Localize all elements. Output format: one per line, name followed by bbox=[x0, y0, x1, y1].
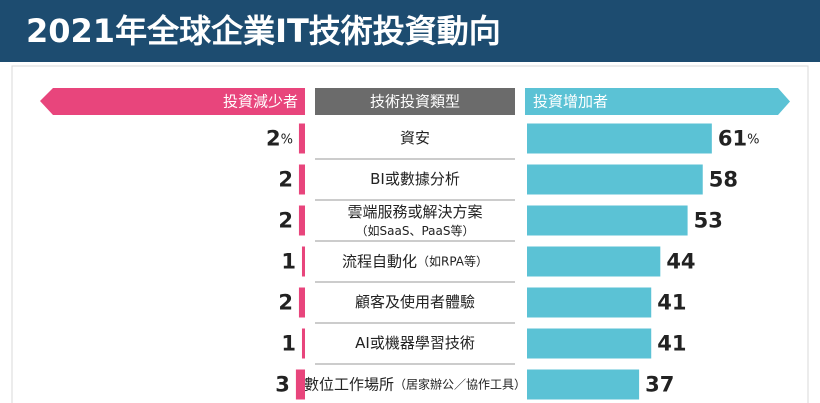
bar-increase bbox=[527, 328, 652, 359]
bar-decrease bbox=[298, 287, 305, 318]
bar-increase bbox=[527, 164, 703, 195]
value-label-right: 61% bbox=[718, 127, 760, 151]
category-name: 流程自動化 bbox=[342, 252, 417, 270]
category-note: （居家辦公／協作工具） bbox=[394, 376, 526, 391]
value-label-left: 2 bbox=[278, 209, 293, 233]
bar-decrease bbox=[298, 123, 305, 154]
value-label-right: 37 bbox=[645, 373, 674, 397]
category-note: （如RPA等） bbox=[417, 253, 488, 268]
right-header bbox=[525, 88, 790, 115]
legend-right: 投資增加者 bbox=[533, 93, 608, 111]
value-number: 2 bbox=[266, 127, 281, 151]
title-banner bbox=[0, 0, 820, 62]
value-suffix: % bbox=[747, 132, 759, 147]
bar-increase bbox=[527, 369, 640, 400]
bar-decrease bbox=[295, 369, 305, 400]
value-label-left: 2 bbox=[278, 291, 293, 315]
category-label: 流程自動化（如RPA等） bbox=[342, 252, 488, 270]
value-label-left: 3 bbox=[275, 373, 290, 397]
category-name: 數位工作場所 bbox=[304, 375, 394, 393]
bar-decrease bbox=[301, 328, 305, 359]
value-label-left: 2% bbox=[266, 127, 293, 151]
category-label: AI或機器學習技術 bbox=[355, 334, 475, 352]
bar-decrease bbox=[298, 205, 305, 236]
bar-increase bbox=[527, 205, 688, 236]
bar-increase bbox=[527, 287, 652, 318]
value-number: 61 bbox=[718, 127, 747, 151]
bar-increase bbox=[527, 123, 712, 154]
value-label-right: 53 bbox=[694, 209, 723, 233]
value-label-left: 2 bbox=[278, 168, 293, 192]
value-label-left: 1 bbox=[281, 332, 296, 356]
category-label: 數位工作場所（居家辦公／協作工具） bbox=[304, 375, 526, 393]
value-label-left: 1 bbox=[281, 250, 296, 274]
value-label-right: 58 bbox=[709, 168, 738, 192]
value-label-right: 41 bbox=[657, 291, 686, 315]
bar-increase bbox=[527, 246, 661, 277]
category-label: 雲端服務或解決方案 bbox=[347, 203, 482, 221]
center-header bbox=[315, 88, 515, 115]
bar-decrease bbox=[301, 246, 305, 277]
left-header bbox=[40, 88, 305, 115]
category-label: 顧客及使用者體驗 bbox=[355, 293, 475, 311]
bar-decrease bbox=[298, 164, 305, 195]
legend-left: 投資減少者 bbox=[223, 93, 298, 111]
category-header: 技術投資類型 bbox=[370, 93, 460, 111]
frame bbox=[11, 65, 809, 403]
value-label-right: 44 bbox=[666, 250, 695, 274]
value-label-right: 41 bbox=[657, 332, 686, 356]
category-note: （如SaaS、PaaS等） bbox=[356, 223, 475, 238]
category-label: 資安 bbox=[400, 129, 430, 147]
value-suffix: % bbox=[281, 132, 293, 147]
chart-title: 2021年全球企業IT技術投資動向 bbox=[26, 12, 501, 50]
category-label: BI或數據分析 bbox=[370, 170, 460, 188]
